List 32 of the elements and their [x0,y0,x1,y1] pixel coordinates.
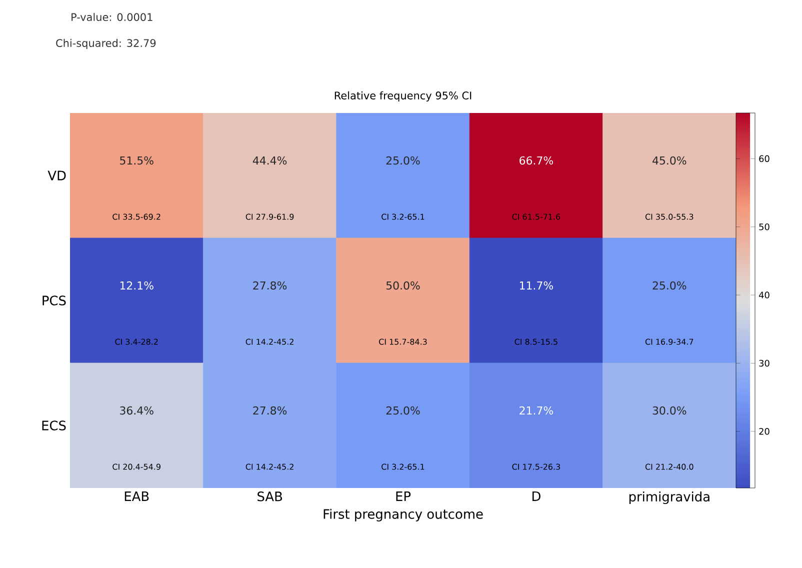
y-tick-label: ECS [42,420,66,430]
color-bar-label: 40 [758,292,770,298]
data-label: 50.0% [386,281,420,290]
x-tick-label: EAB [124,492,149,501]
chart-title: Relative frequency 95% CI [334,91,472,102]
x-tick-label: EP [396,492,411,501]
data-label: 27.8% [253,406,287,415]
color-bar-label: 60 [759,155,770,162]
x-tick-label: primigravida [629,492,710,504]
data-label: 36.4% [120,406,154,415]
data-label: 25.0% [386,406,420,415]
data-label: 21.7% [520,406,553,415]
data-label: 44.4% [252,156,287,165]
data-label: 25.0% [386,156,420,165]
data-label: 11.7% [520,281,553,290]
data-label: 25.0% [652,281,686,290]
data-label: 45.0% [652,156,686,165]
data-label: 12.1% [120,281,154,290]
color-bar-label: 20 [759,428,770,435]
y-tick-label: VD [48,170,66,180]
data-label: 51.5% [120,156,154,165]
x-tick-label: SAB [258,492,282,502]
color-bar-label: 30 [759,360,770,367]
data-label: 30.0% [652,406,686,415]
text: P-value: 0.0001 [72,12,152,22]
color-bar-label: 50 [759,223,770,230]
data-label: 27.8% [253,281,287,290]
data-label: 66.7% [520,156,553,165]
x-axis-title: First pregnancy outcome [324,508,483,522]
y-tick-label: PCS [42,296,66,306]
text: Chi-squared: 32.79 [56,38,156,50]
x-tick-label: D [532,492,540,501]
